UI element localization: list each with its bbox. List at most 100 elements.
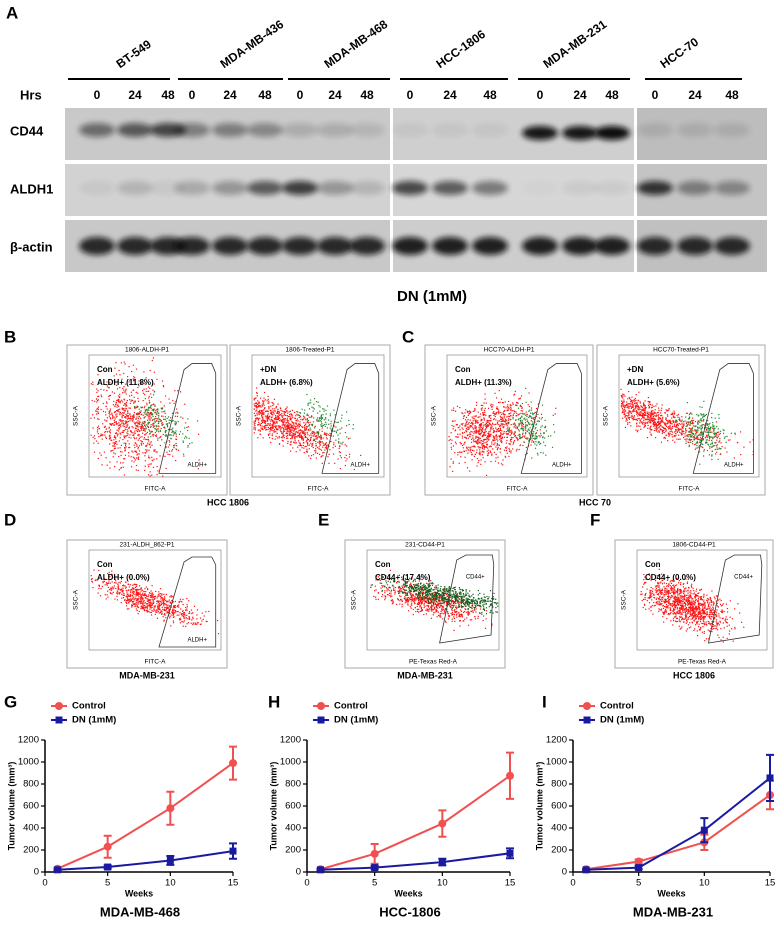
event-dot (699, 441, 702, 443)
event-dot (330, 429, 332, 431)
event-dot (692, 425, 694, 427)
event-dot (488, 434, 490, 436)
event-dot (124, 437, 126, 439)
event-dot (461, 432, 464, 434)
event-dot (712, 437, 714, 439)
event-dot (504, 413, 506, 416)
event-dot (105, 437, 107, 439)
event-dot (109, 423, 112, 426)
event-dot (281, 410, 283, 412)
event-dot (103, 368, 105, 370)
event-dot (477, 431, 479, 433)
event-dot (496, 448, 498, 451)
event-dot (510, 433, 513, 435)
blot-band (562, 181, 598, 195)
event-dot (267, 415, 269, 418)
event-dot (283, 428, 285, 430)
event-dot (515, 436, 517, 438)
event-dot (161, 411, 163, 413)
event-dot (534, 437, 536, 439)
event-dot (105, 582, 107, 584)
event-dot (293, 425, 295, 427)
event-dot (690, 428, 692, 430)
event-dot (707, 426, 710, 428)
event-dot (473, 450, 475, 452)
event-dot (264, 419, 266, 422)
event-dot (278, 412, 280, 414)
event-dot (493, 439, 495, 441)
event-dot (715, 444, 717, 447)
event-dot (624, 409, 626, 411)
event-dot (109, 461, 111, 463)
event-dot (688, 441, 690, 443)
event-dot (627, 422, 629, 424)
event-dot (131, 415, 134, 417)
event-dot (339, 446, 341, 448)
event-dot (660, 441, 663, 443)
blot-band (79, 237, 115, 255)
y-axis-label: SSC-A (73, 589, 80, 610)
event-dot (291, 424, 293, 426)
event-dot (708, 437, 710, 439)
event-dot (463, 610, 466, 613)
event-dot (308, 455, 310, 457)
event-dot (639, 402, 641, 404)
event-dot (131, 420, 133, 422)
event-dot (182, 598, 184, 601)
event-dot (162, 609, 164, 611)
event-dot (527, 437, 529, 439)
event-dot (397, 592, 400, 595)
event-dot (696, 426, 699, 428)
event-dot (526, 420, 529, 423)
event-dot (474, 419, 476, 421)
event-dot (302, 437, 304, 439)
event-dot (126, 424, 128, 426)
event-dot (454, 410, 457, 412)
event-dot (496, 421, 499, 424)
event-dot (129, 434, 131, 436)
event-dot (675, 432, 677, 435)
event-dot (483, 417, 485, 419)
event-dot (688, 413, 690, 416)
event-dot (267, 413, 269, 415)
event-dot (160, 610, 162, 612)
event-dot (496, 406, 498, 408)
event-dot (626, 401, 628, 403)
event-dot (492, 435, 494, 437)
event-dot (122, 597, 125, 599)
event-dot (499, 424, 501, 427)
event-dot (297, 420, 299, 422)
event-dot (300, 430, 302, 432)
event-dot (258, 421, 260, 424)
event-dot (622, 410, 624, 412)
event-dot (487, 419, 489, 422)
event-dot (477, 411, 479, 413)
event-dot (669, 424, 671, 426)
event-dot (644, 410, 646, 412)
event-dot (464, 423, 467, 425)
event-dot (150, 614, 153, 616)
event-dot (276, 410, 279, 412)
event-dot (124, 444, 127, 447)
event-dot (536, 437, 538, 439)
event-dot (709, 438, 711, 440)
event-dot (319, 437, 321, 439)
event-dot (91, 580, 93, 582)
event-dot (153, 433, 155, 436)
event-dot (109, 575, 111, 578)
event-dot (124, 449, 126, 451)
event-dot (285, 411, 287, 413)
event-dot (348, 456, 351, 458)
event-dot (323, 408, 325, 410)
event-dot (129, 402, 131, 405)
event-dot (168, 439, 170, 442)
event-dot (144, 588, 146, 590)
event-dot (135, 588, 137, 591)
event-dot (280, 428, 282, 430)
event-dot (646, 414, 648, 416)
event-dot (116, 399, 118, 402)
event-dot (125, 417, 127, 419)
event-dot (491, 426, 493, 428)
event-dot (672, 421, 675, 424)
